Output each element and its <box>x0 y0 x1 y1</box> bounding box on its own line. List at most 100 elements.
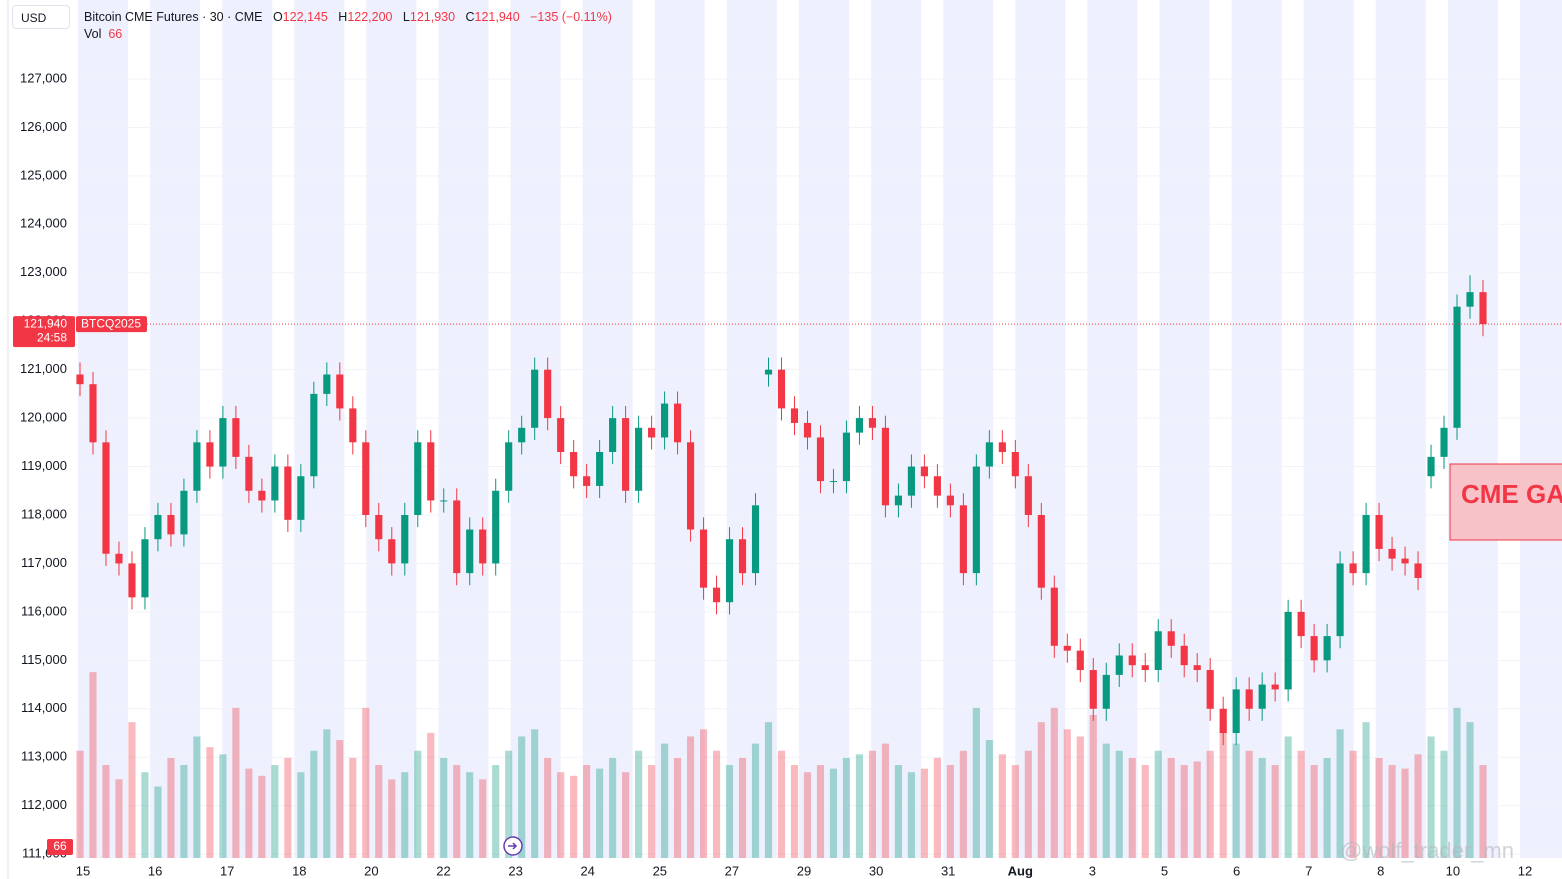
candle-body <box>1232 689 1240 734</box>
candle-body <box>1193 665 1201 671</box>
candle-body <box>76 374 84 385</box>
volume-bar <box>699 729 708 858</box>
y-tick-label: 121,000 <box>20 361 67 376</box>
candle-body <box>1219 708 1227 734</box>
volume-bar <box>284 757 292 858</box>
volume-badge-bg <box>47 839 73 855</box>
volume-bar <box>271 765 279 858</box>
x-tick-label: 17 <box>220 863 234 878</box>
candle-body <box>1102 674 1110 709</box>
volume-bar <box>1336 729 1344 858</box>
volume-bar <box>868 750 877 858</box>
candle-body <box>1349 563 1357 574</box>
candle-body <box>167 514 175 535</box>
candle-body <box>479 529 487 564</box>
volume-bar <box>375 765 383 858</box>
volume-bar <box>297 772 305 858</box>
volume-bar <box>946 765 954 858</box>
h-value: 122,200 <box>347 10 393 24</box>
volume-bar <box>1232 743 1240 858</box>
volume-bar <box>725 765 734 858</box>
candle-body <box>440 500 448 502</box>
volume-bar <box>583 765 591 858</box>
volume-bar <box>193 736 201 858</box>
volume-bar <box>310 750 318 858</box>
volume-bar <box>1453 707 1461 858</box>
volume-bar <box>816 765 825 858</box>
candle-body <box>1245 689 1253 709</box>
symbol-title: Bitcoin CME Futures · 30 · CME <box>84 10 263 24</box>
vol-row: Vol 66 <box>84 26 612 43</box>
candle-body <box>1479 292 1487 325</box>
volume-bar <box>1037 722 1045 858</box>
candle-body <box>1063 645 1071 651</box>
volume-bar <box>544 757 552 858</box>
candle-body <box>803 422 812 438</box>
volume-bar <box>1466 722 1474 858</box>
candle-body <box>1414 563 1422 578</box>
volume-bar <box>764 722 773 858</box>
x-tick-label: 23 <box>508 863 522 878</box>
volume-bar <box>531 729 539 858</box>
volume-bar <box>115 779 123 858</box>
session-band <box>438 0 489 858</box>
l-value: 121,930 <box>409 10 456 24</box>
x-tick-label: 16 <box>148 863 162 878</box>
candle-body <box>1128 655 1136 666</box>
y-tick-label: 127,000 <box>20 70 67 85</box>
candle-body <box>1362 514 1370 574</box>
volume-bar <box>180 765 188 858</box>
candle-body <box>985 442 993 467</box>
o-label: O <box>272 10 283 24</box>
candle-body <box>751 505 760 574</box>
vol-value: 66 <box>108 27 123 41</box>
x-tick-label: 18 <box>292 863 306 878</box>
candle-body <box>894 495 902 506</box>
volume-bar <box>1271 765 1279 858</box>
volume-bar <box>803 772 812 858</box>
volume-bar <box>1128 757 1136 858</box>
replay-arrow <box>508 842 518 850</box>
volume-bar <box>570 775 578 858</box>
volume-bar <box>219 754 227 858</box>
candle-body <box>271 466 279 501</box>
o-value: 122,145 <box>282 10 328 24</box>
volume-bar <box>1414 754 1422 858</box>
volume-bar <box>1401 768 1409 858</box>
y-tick-label: 123,000 <box>20 264 67 279</box>
candle-body <box>1141 665 1149 671</box>
x-tick-label: 3 <box>1089 863 1096 878</box>
y-tick-label: 116,000 <box>21 603 67 618</box>
y-tick-label: 114,000 <box>21 700 67 715</box>
volume-bar <box>933 757 941 858</box>
volume-bar <box>661 743 669 858</box>
volume-bar <box>362 707 370 858</box>
candle-body <box>531 369 539 428</box>
volume-bar <box>1115 750 1123 858</box>
candle-body <box>1310 636 1318 661</box>
candle-body <box>764 369 773 375</box>
vol-label: Vol <box>84 27 102 41</box>
x-tick-label: Aug <box>1008 863 1033 878</box>
volume-bar <box>1245 750 1253 858</box>
currency-button[interactable]: USD <box>12 5 70 29</box>
volume-bar <box>1102 743 1110 858</box>
y-tick-label: 119,000 <box>21 458 67 473</box>
volume-bar <box>1427 736 1435 858</box>
volume-bar <box>518 736 526 858</box>
volume-bar <box>1440 750 1448 858</box>
candle-body <box>180 490 188 535</box>
session-band <box>78 0 128 858</box>
volume-bar <box>842 757 851 858</box>
volume-bar <box>1180 765 1188 858</box>
candle-body <box>89 384 97 443</box>
x-tick-label: 5 <box>1161 863 1168 878</box>
c-label: C <box>465 10 475 24</box>
candle-body <box>1427 456 1435 477</box>
session-band <box>1447 0 1498 858</box>
y-tick-label: 113,000 <box>21 749 67 764</box>
volume-bar <box>920 768 928 858</box>
symbol-tag: BTCQ2025 <box>81 316 141 330</box>
